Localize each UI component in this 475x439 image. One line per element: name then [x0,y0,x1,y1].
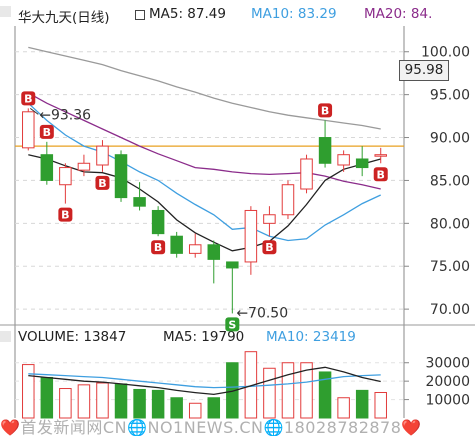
buy-marker [21,91,36,106]
price-header: 华大九天(日线) MA5: 87.49 MA10: 83.29 MA20: 84… [0,4,475,26]
ma20-label: MA20: 84. [364,6,433,22]
candle-body [22,111,35,149]
candle-body [226,261,239,269]
candle-body [77,162,91,171]
ma60-line [28,46,381,130]
sell-marker [225,317,240,332]
candle-body [96,145,109,166]
price-tick-label: 70.00 [430,302,470,318]
volume-collapse-icon[interactable] [0,331,11,342]
volume-bar [96,382,109,419]
marker-letter: B [61,209,69,222]
volume-bar [114,383,128,419]
volume-bar [170,397,183,419]
candle-body [170,235,183,254]
volume-bar [22,364,35,419]
candle-body [40,154,54,181]
volume-bar [133,388,146,419]
ma5-line [28,154,381,252]
ma5-label: MA5: 87.49 [149,6,226,22]
marker-letter: B [265,241,273,254]
volume-ma5-label: MA5: 19790 [163,329,245,345]
volume-bar [281,362,295,419]
marker-letter: S [228,318,236,331]
volume-bar [355,389,369,419]
candle-body [151,209,165,235]
buy-marker [39,124,54,139]
high-arrow [29,107,39,115]
ma20-line [27,92,381,190]
buy-marker [58,207,73,222]
low-price-label: ←70.50 [236,305,288,321]
volume-ma10-line [28,373,381,389]
marker-letter: B [24,92,32,105]
current-price-box: 95.98 [399,60,449,81]
candle-body [281,184,295,216]
marker-letter: B [154,241,162,254]
candle-body [318,137,332,164]
marker-letter: B [43,126,51,139]
volume-bar [337,397,350,419]
collapse-icon[interactable] [0,6,11,17]
volume-bar [226,362,239,419]
volume-bar [263,367,276,419]
volume-bar [188,402,202,419]
watermark: ❤️首发新闻网CN🌐NO1NEWS.CN🌐18028782878❤️ [0,418,422,436]
volume-label: VOLUME: 13847 [18,329,127,345]
volume-bar [59,388,72,419]
buy-marker [151,240,166,255]
buy-marker [373,167,388,182]
ma-settings-icon[interactable] [135,10,145,20]
candle-body [300,158,313,190]
candle-body [263,214,276,224]
price-tick-label: 75.00 [430,259,470,275]
volume-bar [40,376,54,419]
marker-letter: B [98,177,106,190]
volume-ma5-line [28,366,381,396]
stock-title: 华大九天(日线) [18,10,110,26]
candle-body [133,197,146,207]
candle-body [337,154,350,166]
buy-marker [95,175,110,190]
price-tick-label: 90.00 [430,131,470,147]
price-tick-label: 85.00 [430,173,470,189]
volume-bar [244,351,258,419]
volume-bar [300,362,313,419]
price-tick-label: 80.00 [430,216,470,232]
buy-marker [318,103,333,118]
candle-body [188,244,202,254]
marker-letter: B [377,168,385,181]
volume-bar [151,389,165,419]
candle-body [355,158,369,169]
price-tick-label: 95.00 [430,88,470,104]
candle-body [374,154,387,157]
volume-bar [318,371,332,419]
volume-bar [374,391,387,419]
ma10-label: MA10: 83.29 [251,6,337,22]
volume-ma10-label: MA10: 23419 [266,329,356,345]
buy-marker [262,240,277,255]
volume-tick-label: 10000 [425,393,470,409]
candle-body [114,154,128,199]
candle-body [59,167,72,186]
price-tick-label: 100.00 [421,45,470,61]
volume-header: VOLUME: 13847 MA5: 19790 MA10: 23419 [0,328,475,348]
volume-tick-label: 20000 [425,374,470,390]
high-price-label: ←93.36 [39,107,91,123]
candle-body [244,209,258,263]
volume-bar [77,384,91,419]
marker-letter: B [321,104,329,117]
volume-bar [207,397,221,419]
candle-body [207,244,221,260]
volume-tick-label: 30000 [425,356,470,372]
ma10-line [27,102,381,242]
